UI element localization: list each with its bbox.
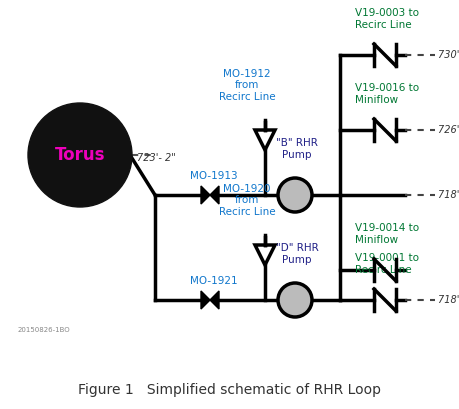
Text: 730'- 3": 730'- 3" (437, 50, 459, 60)
Text: V19-0014 to
Miniflow: V19-0014 to Miniflow (354, 223, 418, 245)
Text: Torus: Torus (55, 146, 105, 164)
Text: MO-1912
from
Recirc Line: MO-1912 from Recirc Line (218, 69, 275, 102)
Text: V19-0001 to
Recirc Line: V19-0001 to Recirc Line (354, 254, 418, 275)
Text: MO-1913: MO-1913 (190, 171, 237, 181)
Text: "D" RHR
Pump: "D" RHR Pump (275, 243, 318, 265)
Polygon shape (201, 291, 210, 309)
Text: 718'- 4": 718'- 4" (437, 295, 459, 305)
Text: 718'- 4": 718'- 4" (437, 190, 459, 200)
Polygon shape (210, 186, 218, 204)
Text: Figure 1   Simplified schematic of RHR Loop: Figure 1 Simplified schematic of RHR Loo… (78, 383, 381, 397)
Circle shape (277, 283, 311, 317)
Text: V19-0016 to
Miniflow: V19-0016 to Miniflow (354, 83, 418, 105)
Polygon shape (210, 291, 218, 309)
Circle shape (277, 178, 311, 212)
Text: 723'- 2": 723'- 2" (137, 153, 175, 163)
Circle shape (28, 103, 132, 207)
Text: MO-1921: MO-1921 (190, 276, 237, 286)
Text: 20150826-1BO: 20150826-1BO (18, 327, 71, 333)
Polygon shape (201, 186, 210, 204)
Text: "B" RHR
Pump: "B" RHR Pump (275, 138, 317, 160)
Text: V19-0003 to
Recirc Line: V19-0003 to Recirc Line (354, 9, 418, 30)
Text: 726'- 4 5/8": 726'- 4 5/8" (437, 125, 459, 135)
Text: MO-1920
from
Recirc Line: MO-1920 from Recirc Line (218, 184, 275, 217)
